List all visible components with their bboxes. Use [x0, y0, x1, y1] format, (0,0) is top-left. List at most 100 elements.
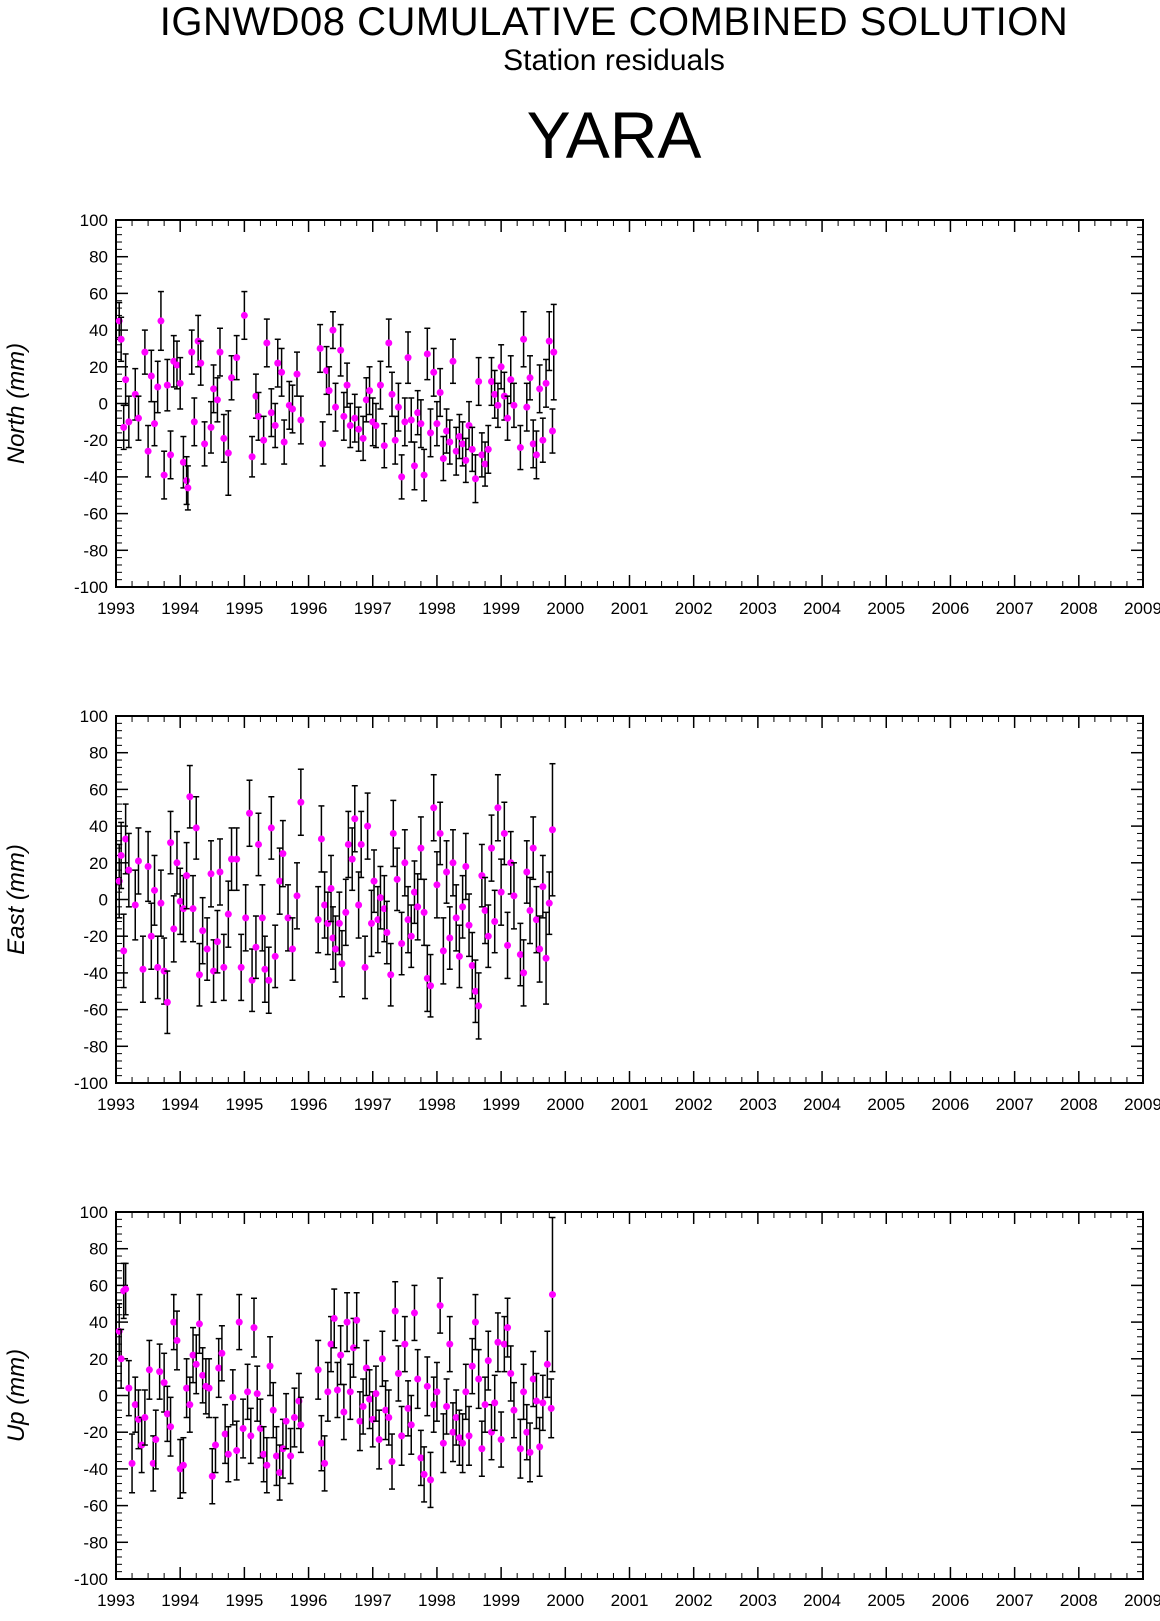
data-point — [186, 1376, 194, 1433]
data-point — [376, 865, 384, 930]
point-marker — [545, 337, 553, 345]
point-marker — [494, 804, 502, 812]
point-marker — [359, 434, 367, 442]
point-marker — [439, 455, 447, 463]
y-tick-label: 0 — [99, 891, 108, 910]
data-point — [317, 1414, 325, 1472]
data-point — [433, 851, 441, 919]
data-point — [176, 867, 184, 936]
point-marker — [131, 901, 139, 909]
data-point — [274, 338, 282, 388]
point-marker — [293, 892, 301, 900]
data-point — [449, 338, 457, 385]
data-point — [500, 1315, 508, 1373]
point-marker — [247, 1432, 255, 1440]
point-marker — [290, 1414, 298, 1422]
point-marker — [510, 401, 518, 409]
y-tick-label: 40 — [89, 1313, 108, 1332]
data-point — [539, 1374, 547, 1432]
point-marker — [414, 903, 422, 911]
point-marker — [388, 1458, 396, 1466]
point-marker — [427, 429, 435, 437]
data-point — [211, 1416, 219, 1474]
point-marker — [203, 945, 211, 953]
data-point — [282, 1392, 290, 1450]
point-marker — [536, 385, 544, 393]
point-marker — [317, 835, 325, 843]
point-marker — [258, 914, 266, 922]
point-marker — [319, 440, 327, 448]
x-tick-label: 2002 — [675, 599, 713, 618]
point-marker — [446, 438, 454, 446]
point-marker — [224, 1450, 232, 1458]
point-marker — [388, 390, 396, 398]
data-point — [131, 367, 139, 421]
data-point — [192, 795, 200, 860]
data-point — [452, 884, 460, 952]
point-marker — [189, 905, 197, 913]
data-point — [494, 382, 502, 429]
point-marker — [208, 1472, 216, 1480]
data-point — [423, 327, 431, 381]
point-marker — [272, 1452, 280, 1460]
point-marker — [338, 960, 346, 968]
point-marker — [117, 335, 125, 343]
data-point — [342, 878, 350, 947]
point-marker — [160, 1379, 168, 1387]
data-point — [497, 344, 505, 390]
point-marker — [327, 884, 335, 892]
data-point — [491, 369, 499, 419]
point-marker — [224, 449, 232, 457]
point-marker — [481, 460, 489, 468]
y-tick-label: -80 — [83, 541, 108, 560]
point-marker — [197, 359, 205, 367]
point-marker — [335, 919, 343, 927]
data-point — [414, 389, 422, 436]
point-marker — [239, 1425, 247, 1433]
point-marker — [462, 862, 470, 870]
point-marker — [497, 888, 505, 896]
y-tick-label: 80 — [89, 1240, 108, 1259]
data-point — [134, 1389, 142, 1450]
data-point — [372, 402, 380, 449]
point-marker — [173, 859, 181, 867]
data-point — [253, 1365, 261, 1422]
point-marker — [394, 403, 402, 411]
data-point — [547, 1378, 555, 1439]
data-point — [173, 1310, 181, 1371]
x-tick-label: 1998 — [418, 1591, 456, 1610]
data-point — [134, 395, 142, 441]
point-marker — [274, 359, 282, 367]
data-point — [338, 929, 346, 998]
data-point — [228, 355, 236, 401]
point-marker — [449, 1428, 457, 1436]
point-marker — [254, 412, 262, 420]
data-point — [443, 840, 451, 904]
x-tick-label: 1997 — [354, 1591, 392, 1610]
x-tick-label: 2008 — [1060, 1095, 1098, 1114]
point-marker — [459, 440, 467, 448]
data-point — [478, 843, 486, 908]
point-marker — [359, 1403, 367, 1411]
data-point — [233, 334, 241, 381]
point-marker — [361, 963, 369, 971]
data-point — [201, 421, 209, 467]
data-point — [361, 935, 369, 1000]
point-marker — [510, 892, 518, 900]
data-point — [539, 417, 547, 463]
point-marker — [366, 1395, 374, 1403]
data-point — [414, 1348, 422, 1410]
data-point — [343, 362, 351, 408]
data-point — [516, 1418, 524, 1479]
point-marker — [404, 1404, 412, 1412]
data-point — [184, 465, 192, 511]
data-point — [183, 1358, 191, 1419]
point-marker — [141, 1414, 149, 1422]
point-marker — [356, 1417, 364, 1425]
point-marker — [293, 370, 301, 378]
panel-1: 100 80 60 40 20 0 -20 -40 -60 -80 -100 1993 1994 1995… — [3, 707, 1160, 1114]
point-marker — [481, 907, 489, 915]
y-tick-label: -60 — [83, 505, 108, 524]
data-point — [260, 415, 268, 465]
data-point — [516, 922, 524, 987]
